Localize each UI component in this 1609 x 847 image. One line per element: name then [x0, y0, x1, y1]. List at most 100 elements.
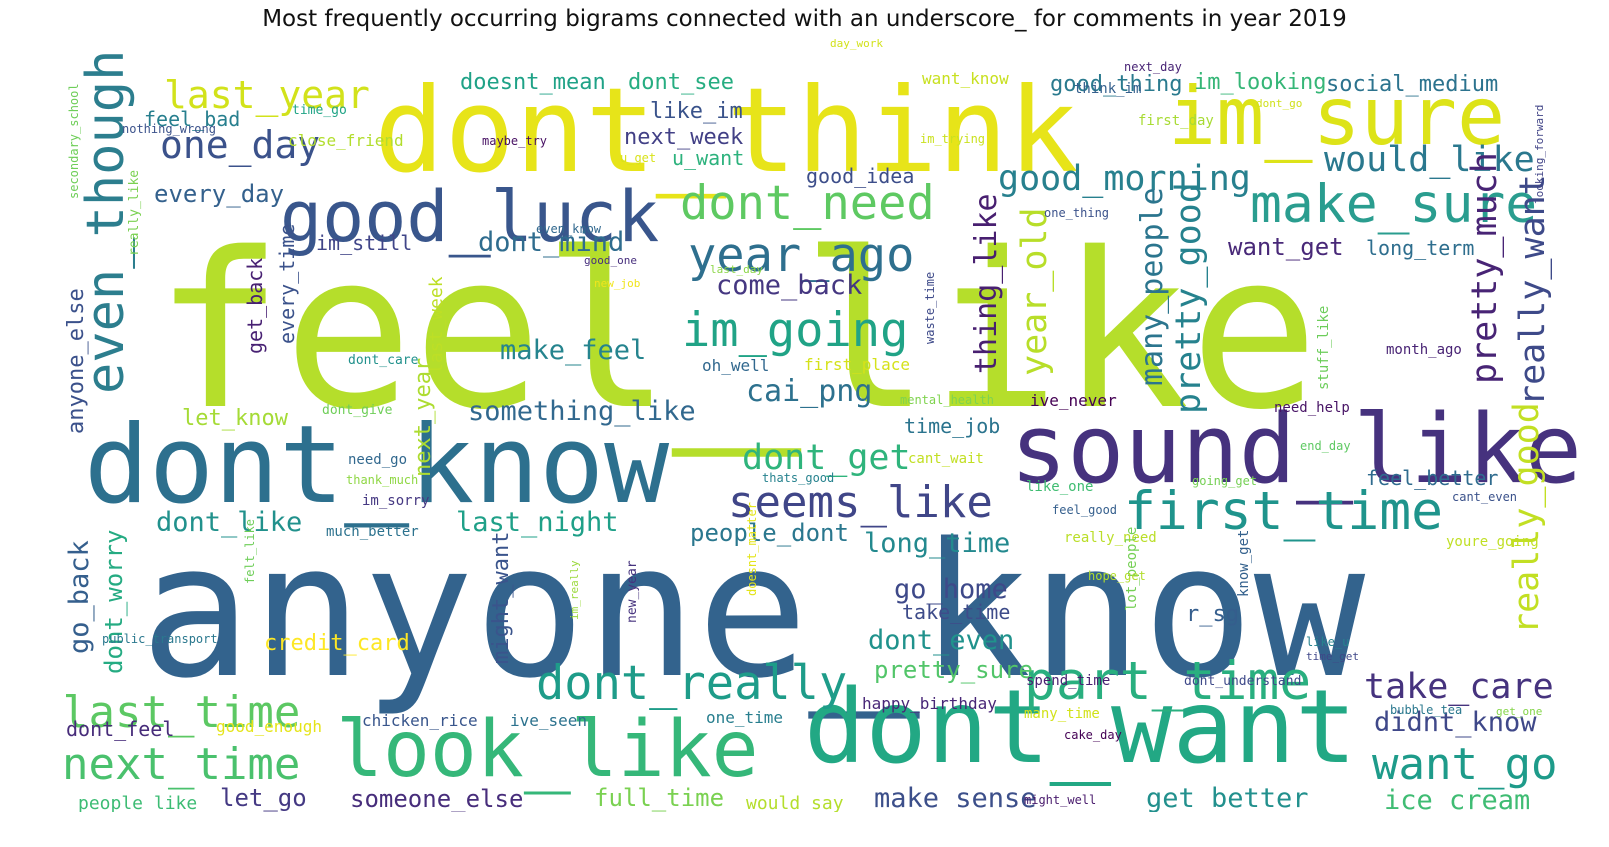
word-ive-seen: ive_seen — [510, 711, 587, 730]
word-cake-day: cake_day — [1064, 728, 1122, 742]
word-ice-cream: ice_cream — [1384, 785, 1530, 812]
word-would-say: would_say — [746, 793, 844, 812]
word-new-year: new_year — [625, 560, 640, 623]
word-happy-birthday: happy_birthday — [862, 694, 997, 713]
word-make-sense: make_sense — [874, 783, 1037, 812]
word-dont-even: dont_even — [868, 625, 1014, 656]
word-go-home: go_home — [894, 574, 1008, 605]
word-dont-see: dont_see — [628, 70, 734, 95]
word-first-place: first_place — [804, 355, 910, 374]
word-hope-get: hope_get — [1088, 569, 1146, 583]
word-make-feel: make_feel — [500, 335, 646, 366]
word-dont-get: dont_get — [742, 438, 911, 478]
word-last-night: last_night — [456, 507, 619, 538]
word-even-though: even_though — [76, 50, 136, 394]
word-need-go: need_go — [348, 452, 407, 468]
word-next-year: next_year — [411, 358, 436, 477]
word-someone-else: someone_else — [350, 785, 523, 812]
word-even-know: even_know — [536, 222, 602, 236]
word-dont-want: dont_want — [804, 668, 1357, 787]
word-might-want: might_want — [489, 532, 514, 664]
word-im-really: im_really — [568, 560, 581, 620]
word-many-time: many_time — [1024, 706, 1100, 722]
word-u-want: u_want — [672, 146, 744, 170]
word-feel-bad: feel_bad — [144, 107, 240, 131]
word-sound-like: sound_like — [1010, 395, 1582, 505]
word-really-good: really_good — [1507, 402, 1547, 634]
word-dont-know: dont_know — [84, 403, 670, 528]
word-looking-forward: looking_forward — [1533, 105, 1546, 204]
word-go-back: go_back — [66, 540, 95, 654]
word-every-time: every_time — [275, 224, 299, 344]
word-dont-mind: dont_mind — [478, 227, 624, 258]
word-one-time: one_time — [706, 708, 783, 727]
word-im-sure: im_sure — [1168, 70, 1505, 163]
word-public-transport: public_transport — [102, 632, 218, 646]
word-cant-wait: cant_wait — [908, 451, 984, 467]
word-make-sure: make_sure — [1250, 174, 1537, 235]
word-end-day: end_day — [1300, 439, 1351, 453]
word-oh-well: oh_well — [702, 356, 769, 375]
word-thats-good: thats_good — [762, 471, 834, 485]
word-anyone-know: anyone_know — [140, 503, 1366, 719]
word-one-thing: one_thing — [1044, 206, 1109, 220]
word-time-job: time_job — [904, 414, 1000, 438]
word-feel-like: feel_like — [154, 206, 1319, 457]
word-stuff-like: stuff_like — [1316, 306, 1332, 390]
word-dont-really: dont_really — [536, 656, 847, 711]
word-next-week: next_week — [624, 125, 743, 150]
word-long-time: long_time — [864, 528, 1010, 559]
word-dont-worry: dont_worry — [100, 530, 128, 675]
word-one-day: one_day — [160, 123, 320, 168]
word-like-one: like_one — [1026, 479, 1093, 495]
word-get-better: get_better — [1146, 783, 1309, 812]
word-doesnt-mean: doesnt_mean — [460, 70, 606, 95]
word-come-back: come_back — [716, 270, 862, 301]
word-want-know: want_know — [922, 69, 1009, 88]
word-dont-feel: dont_feel — [66, 717, 174, 741]
word-every-day: every_day — [154, 180, 284, 208]
word-cai-png: cai_png — [746, 374, 872, 409]
word-dont-need: dont_need — [680, 176, 935, 231]
word-would-like: would_like — [1324, 140, 1535, 180]
word-need-help: need_help — [1274, 400, 1350, 416]
word-take-time: take_time — [902, 600, 1010, 624]
word-felt-like: felt_like — [243, 519, 257, 584]
word-good-enough: good_enough — [216, 717, 322, 736]
word-youre-going: youre_going — [1446, 534, 1539, 550]
word-new-job: new_job — [594, 277, 640, 290]
word-think-im: think_im — [1074, 81, 1141, 97]
word-next-time: next_time — [66, 739, 300, 790]
word-really-like: really_like — [127, 170, 142, 256]
word-seems-like: seems_like — [728, 477, 993, 528]
word-im-going: im_going — [682, 303, 908, 358]
word-year-ago: year_ago — [688, 228, 914, 283]
word-im-still: im_still — [316, 231, 412, 255]
word-year-old: year_old — [1015, 207, 1055, 376]
chart-title: Most frequently occurring bigrams connec… — [262, 6, 1347, 32]
word-thing-like: thing_like — [969, 193, 1004, 374]
word-really-want: really_want — [1513, 174, 1553, 406]
word-pretty-much: pretty_much — [1465, 152, 1505, 384]
word-full-time: full_time — [594, 784, 724, 812]
word-much-better: much_better — [326, 524, 419, 540]
word-feel-good: feel_good — [1052, 503, 1117, 517]
word-time-go: time_go — [292, 103, 347, 118]
word-credit-card: credit_card — [264, 631, 410, 656]
word-thank-much: thank_much — [346, 473, 418, 487]
word-want-go: want_go — [1372, 739, 1557, 790]
word-part-time: part_time — [1024, 651, 1311, 712]
word-first-time: first_time — [1124, 481, 1443, 542]
word-let-know: let_know — [182, 406, 289, 431]
word-anyone-else: anyone_else — [66, 288, 89, 434]
word-u-get: u_get — [620, 151, 656, 165]
word-im-looking: im_looking — [1194, 70, 1326, 95]
word-dont-think: dont_think — [374, 62, 1078, 199]
word-get-one: get_one — [1496, 705, 1542, 718]
word-next-day: next_day — [1124, 60, 1182, 74]
word-mental-health: mental_health — [900, 393, 994, 407]
word-last-week: last_week — [426, 276, 447, 374]
word-dont-like: dont_like — [156, 507, 302, 538]
word-spend-time: spend_time — [1026, 673, 1110, 689]
word-like-u: like_u — [1306, 635, 1349, 649]
